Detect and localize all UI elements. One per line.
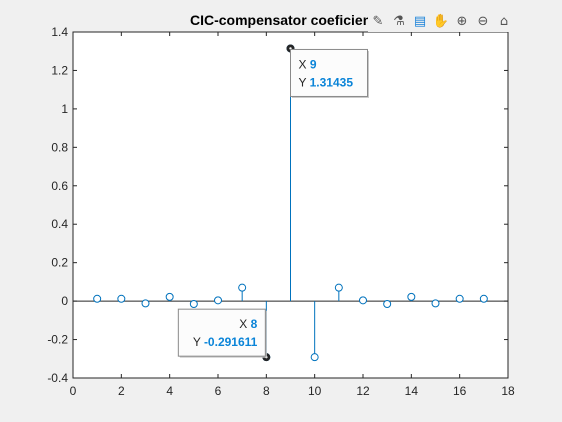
zoom-out-icon[interactable]: ⊖ [477, 13, 489, 29]
stem-marker[interactable] [238, 283, 247, 292]
pan-rotate-icon[interactable]: ▤ [413, 13, 427, 29]
y-tick-label: -0.2 [47, 333, 68, 347]
stem-marker[interactable] [93, 294, 102, 303]
datatip-box [290, 48, 368, 97]
x-tick-label: 14 [405, 384, 419, 398]
y-tick-label: 0.8 [51, 140, 68, 154]
datatip-y-label: Y [299, 75, 310, 89]
zoom-in-icon[interactable]: ⊕ [456, 13, 468, 29]
x-tick-label: 10 [308, 384, 322, 398]
x-tick-label: 18 [501, 384, 515, 398]
datatip-x-label: X [299, 57, 310, 71]
datatip-x-row: X 8 [239, 317, 257, 331]
x-tick-label: 6 [215, 384, 222, 398]
data-cursor-icon[interactable]: ⚗ [393, 13, 405, 29]
stem-marker[interactable] [310, 353, 319, 362]
brush-icon[interactable]: ✎ [372, 13, 384, 29]
y-tick-label: 1.2 [51, 63, 68, 77]
x-tick-label: 16 [453, 384, 467, 398]
x-tick-label: 12 [356, 384, 370, 398]
axes-toolbar: ✎ ⚗ ▤ ✋ ⊕ ⊖ ⌂ [368, 10, 514, 32]
stem-marker[interactable] [141, 299, 150, 308]
datatip-y-row: Y 1.31435 [299, 75, 354, 89]
y-tick-label: 0.6 [51, 179, 68, 193]
stem-marker[interactable] [407, 292, 416, 301]
datatip[interactable]: X 9Y 1.31435 [290, 48, 370, 98]
y-tick-label: 0.2 [51, 256, 68, 270]
y-tick-label: 1.4 [51, 25, 68, 39]
x-tick-label: 2 [118, 384, 125, 398]
datatip-y-value: -0.291611 [204, 335, 258, 349]
x-tick-label: 0 [70, 384, 77, 398]
datatip-box [177, 308, 266, 357]
x-tick-label: 8 [263, 384, 270, 398]
axes-frame [72, 31, 509, 379]
datatip-x-value: 9 [310, 57, 317, 71]
stem-marker[interactable] [214, 296, 222, 305]
y-tick-label: 1 [61, 102, 68, 116]
datatip-y-value: 1.31435 [310, 75, 354, 89]
datatip-x-label: X [239, 317, 250, 331]
pan-hand-icon[interactable]: ✋ [432, 13, 450, 29]
stem-marker[interactable] [334, 283, 343, 292]
datatip-y-row: Y -0.291611 [193, 335, 258, 349]
datatip-y-label: Y [193, 335, 204, 349]
stem-marker[interactable] [165, 292, 174, 301]
chart-title: CIC-compensator coeficients [190, 12, 368, 28]
stem-marker[interactable] [359, 296, 367, 305]
datatip-x-row: X 9 [299, 57, 317, 71]
y-tick-label: 0.4 [51, 217, 68, 231]
stem-marker[interactable] [383, 299, 392, 308]
datatip[interactable]: X 8 Y -0.291611 [177, 308, 267, 358]
stem-marker[interactable] [479, 294, 488, 303]
y-tick-label: -0.4 [47, 371, 68, 385]
y-tick-label: 0 [61, 294, 68, 308]
stem-marker[interactable] [117, 294, 126, 303]
x-tick-label: 4 [166, 384, 173, 398]
stem-marker[interactable] [455, 294, 464, 303]
stem-marker[interactable] [431, 299, 440, 308]
stem-marker[interactable] [189, 299, 198, 308]
datatip-x-value: 8 [251, 317, 258, 331]
home-icon[interactable]: ⌂ [499, 13, 509, 29]
